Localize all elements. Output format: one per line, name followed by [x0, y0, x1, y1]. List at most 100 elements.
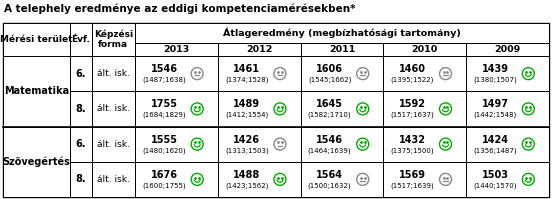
- Text: (1412;1554): (1412;1554): [225, 112, 268, 118]
- Text: (1423;1562): (1423;1562): [225, 182, 268, 189]
- Bar: [92, 23, 135, 56]
- Text: (1480;1620): (1480;1620): [142, 147, 186, 154]
- Text: 1546: 1546: [151, 64, 178, 74]
- Bar: [92, 127, 135, 162]
- Text: (1380;1507): (1380;1507): [473, 77, 517, 83]
- Bar: [3, 56, 70, 127]
- Text: (1582;1710): (1582;1710): [308, 112, 352, 118]
- Text: 1555: 1555: [151, 135, 178, 144]
- Text: 1606: 1606: [316, 64, 343, 74]
- Text: 1424: 1424: [482, 135, 509, 144]
- Bar: [301, 43, 384, 56]
- Text: (1517;1637): (1517;1637): [390, 112, 434, 118]
- Bar: [135, 56, 218, 91]
- Bar: [218, 162, 301, 197]
- Bar: [466, 56, 549, 91]
- Text: Mérési terület: Mérési terület: [0, 35, 73, 44]
- Bar: [384, 43, 466, 56]
- Bar: [3, 127, 70, 197]
- Bar: [301, 56, 384, 91]
- Bar: [135, 127, 218, 162]
- Text: 1432: 1432: [399, 135, 426, 144]
- Text: 2013: 2013: [163, 45, 189, 54]
- Text: 1592: 1592: [399, 99, 426, 109]
- Bar: [218, 91, 301, 127]
- Text: 1569: 1569: [399, 170, 426, 180]
- Text: ált. isk.: ált. isk.: [97, 69, 130, 78]
- Bar: [384, 162, 466, 197]
- Bar: [135, 43, 218, 56]
- Bar: [92, 56, 135, 91]
- Text: 2012: 2012: [246, 45, 273, 54]
- Bar: [135, 23, 549, 43]
- Text: (1517;1639): (1517;1639): [390, 182, 434, 189]
- Bar: [70, 23, 92, 56]
- Bar: [70, 56, 92, 91]
- Text: 1488: 1488: [233, 170, 261, 180]
- Text: (1464;1639): (1464;1639): [308, 147, 352, 154]
- Bar: [301, 127, 384, 162]
- Text: (1313;1503): (1313;1503): [225, 147, 269, 154]
- Text: (1442;1548): (1442;1548): [474, 112, 517, 118]
- Bar: [70, 91, 92, 127]
- Bar: [384, 56, 466, 91]
- Bar: [70, 162, 92, 197]
- Bar: [384, 91, 466, 127]
- Bar: [92, 91, 135, 127]
- Text: Évf.: Évf.: [71, 35, 91, 44]
- Bar: [218, 43, 301, 56]
- Bar: [70, 127, 92, 162]
- Text: 6.: 6.: [76, 139, 86, 149]
- Bar: [135, 91, 218, 127]
- Text: A telephely eredménye az eddigi kompetenciamérésekben*: A telephely eredménye az eddigi kompeten…: [4, 3, 355, 14]
- Text: 1439: 1439: [482, 64, 509, 74]
- Text: (1395;1522): (1395;1522): [391, 77, 434, 83]
- Bar: [301, 162, 384, 197]
- Bar: [466, 127, 549, 162]
- Text: 1676: 1676: [151, 170, 178, 180]
- Text: 1645: 1645: [316, 99, 343, 109]
- Text: 2009: 2009: [495, 45, 521, 54]
- Text: 1503: 1503: [482, 170, 509, 180]
- Text: 2011: 2011: [329, 45, 355, 54]
- Text: 1426: 1426: [233, 135, 261, 144]
- Bar: [3, 23, 70, 56]
- Text: (1356;1487): (1356;1487): [474, 147, 517, 154]
- Text: (1375;1500): (1375;1500): [391, 147, 434, 154]
- Text: 1564: 1564: [316, 170, 343, 180]
- Bar: [384, 127, 466, 162]
- Bar: [218, 56, 301, 91]
- Text: 1461: 1461: [233, 64, 261, 74]
- Bar: [301, 91, 384, 127]
- Text: 1546: 1546: [316, 135, 343, 144]
- Text: (1545;1662): (1545;1662): [308, 77, 351, 83]
- Bar: [466, 43, 549, 56]
- Text: 1460: 1460: [399, 64, 426, 74]
- Text: (1487;1638): (1487;1638): [142, 77, 186, 83]
- Text: 8.: 8.: [76, 174, 86, 184]
- Text: 1755: 1755: [151, 99, 178, 109]
- Text: ált. isk.: ált. isk.: [97, 140, 130, 149]
- Bar: [92, 162, 135, 197]
- Text: 1497: 1497: [482, 99, 509, 109]
- Text: ált. isk.: ált. isk.: [97, 175, 130, 184]
- Bar: [3, 23, 549, 197]
- Text: (1440;1570): (1440;1570): [474, 182, 517, 189]
- Text: Szövegértés: Szövegértés: [3, 156, 71, 167]
- Text: 8.: 8.: [76, 104, 86, 114]
- Text: ált. isk.: ált. isk.: [97, 104, 130, 113]
- Text: (1500;1632): (1500;1632): [308, 182, 352, 189]
- Bar: [466, 91, 549, 127]
- Bar: [135, 162, 218, 197]
- Text: (1374;1528): (1374;1528): [225, 77, 269, 83]
- Text: (1600;1755): (1600;1755): [142, 182, 186, 189]
- Text: (1684;1829): (1684;1829): [142, 112, 186, 118]
- Bar: [466, 162, 549, 197]
- Text: Átlageredmény (megbízhatósági tartomány): Átlageredmény (megbízhatósági tartomány): [223, 28, 461, 38]
- Text: 6.: 6.: [76, 69, 86, 79]
- Text: 1489: 1489: [233, 99, 261, 109]
- Text: 2010: 2010: [412, 45, 438, 54]
- Text: Matematika: Matematika: [4, 86, 69, 96]
- Text: Képzési
forma: Képzési forma: [94, 29, 133, 49]
- Bar: [218, 127, 301, 162]
